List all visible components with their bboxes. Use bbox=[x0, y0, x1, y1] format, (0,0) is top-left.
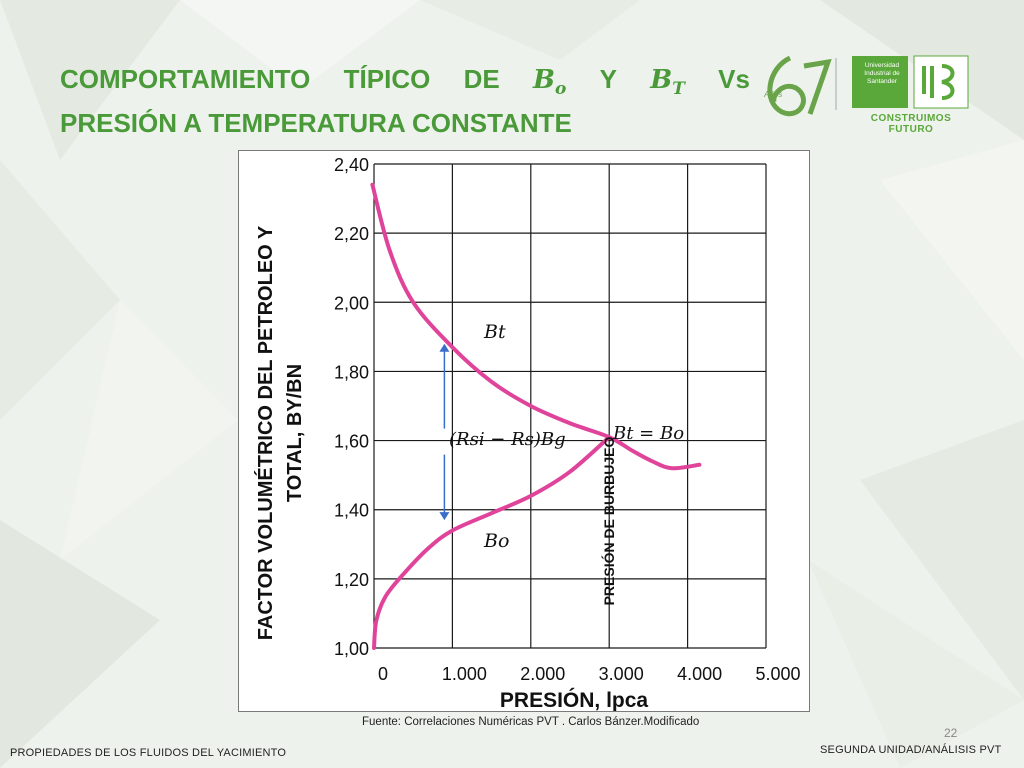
arrow-up-head bbox=[439, 343, 450, 352]
chart: 1,00 1,20 1,40 1,60 1,80 2,00 2,20 2,40 0 1.000 2.… bbox=[254, 155, 801, 711]
x-tick-label-2: 2.000 bbox=[520, 664, 565, 684]
title-bo: Bo bbox=[533, 65, 567, 100]
anniversary-67-logo bbox=[767, 55, 832, 117]
annotation-bt: Bt bbox=[483, 321, 506, 343]
source-note: Fuente: Correlaciones Numéricas PVT . Ca… bbox=[362, 716, 700, 728]
x-tick-label-0: 0 bbox=[378, 664, 388, 684]
y-axis-label-line-1: FACTOR VOLUMÉTRICO DEL PETROLEO Y bbox=[254, 225, 277, 640]
uis-logo-icon bbox=[913, 55, 969, 109]
y-tick-label-5: 2,00 bbox=[334, 293, 369, 313]
y-tick-label-3: 1,60 bbox=[334, 432, 369, 452]
y-tick-label-4: 1,80 bbox=[334, 362, 369, 382]
university-name: Universidad Industrial de Santander bbox=[864, 62, 900, 85]
footer-left: PROPIEDADES DE LOS FLUIDOS DEL YACIMIENT… bbox=[10, 747, 287, 759]
arrow-down-head bbox=[439, 512, 450, 521]
annotation-bt-equals-bo: Bt = Bo bbox=[612, 423, 684, 444]
x-tick-label-4: 4.000 bbox=[677, 664, 722, 684]
y-tick-label-2: 1,40 bbox=[334, 501, 369, 521]
title-bt: BT bbox=[650, 65, 685, 100]
y-tick-label-7: 2,40 bbox=[334, 155, 369, 175]
y-axis-label-line-2: TOTAL, BY/BN bbox=[284, 364, 306, 502]
logos bbox=[767, 55, 969, 117]
title-vs: Vs bbox=[718, 64, 750, 94]
annotation-difference: (Rsi − Rs)Bg bbox=[449, 429, 566, 450]
series-line-bt bbox=[370, 182, 702, 471]
chart-panel: 1,00 1,20 1,40 1,60 1,80 2,00 2,20 2,40 0 1.000 2.… bbox=[238, 150, 810, 712]
annotation-bo: Bo bbox=[483, 530, 509, 552]
anniversary-text: Años bbox=[764, 90, 783, 99]
y-tick-label-1: 1,20 bbox=[334, 570, 369, 590]
title-word-2: TÍPICO bbox=[343, 64, 431, 94]
page-number: 22 bbox=[944, 726, 958, 740]
bubble-pressure-label: PRESIÓN DE BURBUJEO bbox=[600, 436, 617, 605]
title-line-1: COMPORTAMIENTO TÍPICO DE Bo Y BT Vs bbox=[60, 62, 750, 106]
title-word-3: DE bbox=[463, 64, 500, 94]
y-tick-label-6: 2,20 bbox=[334, 224, 369, 244]
footer-right: SEGUNDA UNIDAD/ANÁLISIS PVT bbox=[820, 744, 1002, 756]
university-motto: CONSTRUIMOS FUTURO bbox=[870, 113, 952, 135]
x-tick-label-3: 3.000 bbox=[599, 664, 644, 684]
uis-name-box bbox=[852, 56, 908, 108]
series-line-bo bbox=[372, 435, 612, 650]
title-y: Y bbox=[599, 64, 617, 94]
x-tick-label-1: 1.000 bbox=[442, 664, 487, 684]
y-tick-label-0: 1,00 bbox=[334, 639, 369, 659]
x-tick-label-5: 5.000 bbox=[755, 664, 800, 684]
x-axis-label: PRESIÓN, lpca bbox=[500, 688, 649, 711]
title-line-2: PRESIÓN A TEMPERATURA CONSTANTE bbox=[60, 108, 572, 139]
title-word-1: COMPORTAMIENTO bbox=[60, 64, 311, 94]
slide-title: COMPORTAMIENTO TÍPICO DE Bo Y BT Vs PRES… bbox=[60, 62, 760, 140]
